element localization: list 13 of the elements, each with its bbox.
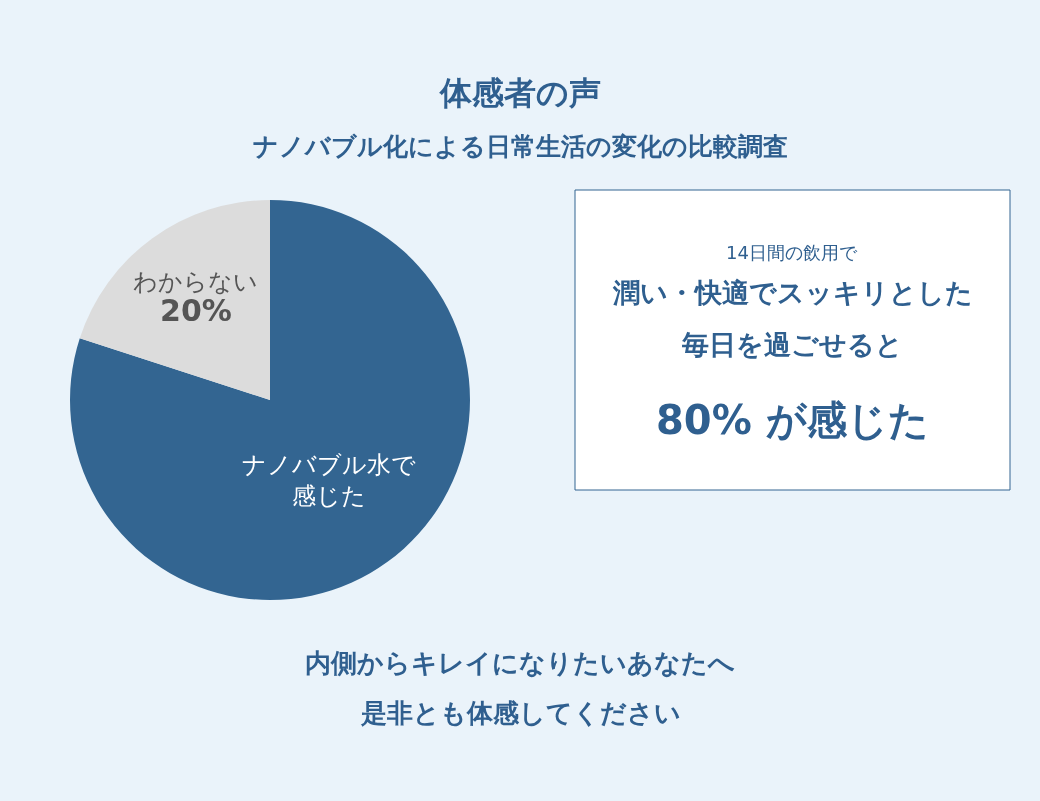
pie-slice [70, 200, 470, 600]
slice-label: ナノバブル水で感じた [241, 451, 416, 511]
slice-label: わからない [133, 267, 259, 296]
chart-title: 体感者の声 [439, 74, 601, 112]
text: 潤い・快適でスッキリとした [612, 277, 973, 308]
text: 毎日を過ごせると [681, 329, 903, 360]
data-label: 20% [160, 293, 232, 329]
text: 内側からキレイになりたいあなたへ [305, 648, 735, 678]
text: 是非とも体感してください [360, 698, 681, 728]
text: ナノバブル化による日常生活の変化の比較調査 [253, 132, 788, 161]
text: 14日間の飲用で [726, 242, 858, 263]
pie-slice [79, 200, 270, 400]
text: 80% が感じた [656, 397, 929, 443]
